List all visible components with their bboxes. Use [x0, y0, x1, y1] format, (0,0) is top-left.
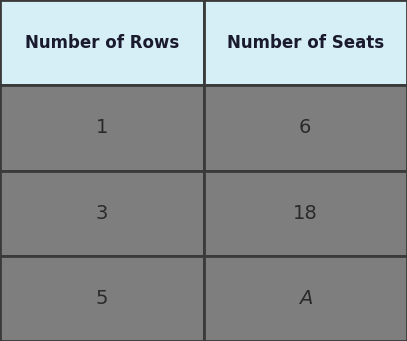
FancyBboxPatch shape [204, 256, 407, 341]
FancyBboxPatch shape [0, 0, 204, 85]
Text: A: A [299, 289, 312, 308]
FancyBboxPatch shape [0, 170, 204, 256]
Text: Number of Rows: Number of Rows [25, 34, 179, 51]
FancyBboxPatch shape [204, 0, 407, 85]
Text: 1: 1 [96, 118, 108, 137]
Text: 5: 5 [96, 289, 108, 308]
FancyBboxPatch shape [204, 170, 407, 256]
Text: 3: 3 [96, 204, 108, 223]
Text: 18: 18 [293, 204, 317, 223]
FancyBboxPatch shape [0, 256, 204, 341]
FancyBboxPatch shape [0, 85, 204, 170]
Text: Number of Seats: Number of Seats [227, 34, 384, 51]
FancyBboxPatch shape [204, 85, 407, 170]
Text: 6: 6 [299, 118, 311, 137]
